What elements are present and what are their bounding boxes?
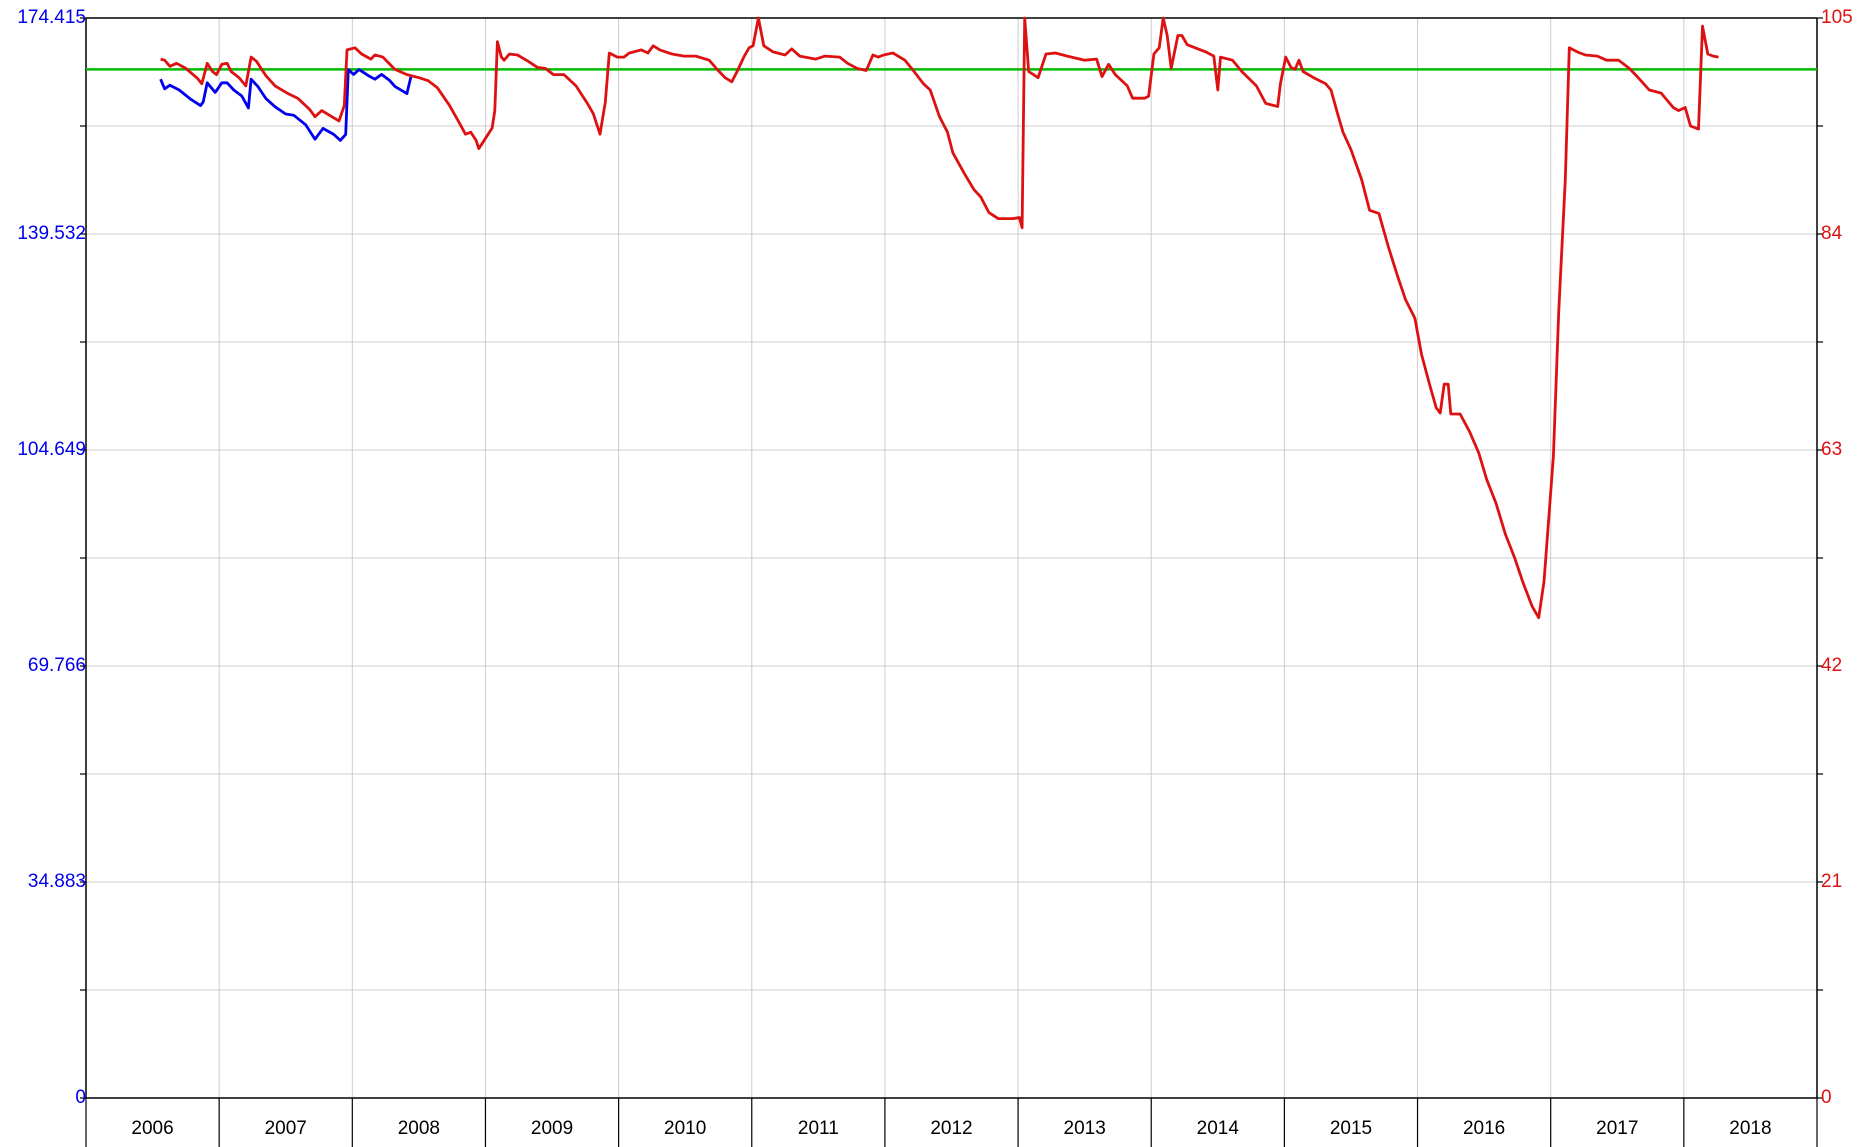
x-tick-label: 2016 <box>1463 1118 1505 1139</box>
y2-tick-label: 63 <box>1821 439 1842 460</box>
y2-tick-label: 84 <box>1821 223 1843 244</box>
y2-tick-label: 42 <box>1821 655 1842 676</box>
x-tick-label: 2012 <box>930 1118 972 1139</box>
y-tick-label: 0 <box>75 1087 86 1108</box>
x-tick-label: 2017 <box>1596 1118 1638 1139</box>
x-tick-label: 2013 <box>1064 1118 1106 1139</box>
y2-tick-label: 0 <box>1821 1087 1832 1108</box>
x-tick-label: 2018 <box>1729 1118 1771 1139</box>
y2-tick-label: 105 <box>1821 7 1853 28</box>
y-tick-label: 34.883 <box>28 871 86 892</box>
series-line <box>159 68 413 142</box>
y-tick-label: 104.649 <box>17 439 86 460</box>
x-tick-label: 2008 <box>398 1118 440 1139</box>
x-tick-label: 2014 <box>1197 1118 1240 1139</box>
x-tick-label: 2007 <box>265 1118 307 1139</box>
y-tick-label: 139.532 <box>17 223 86 244</box>
y-tick-label: 69.766 <box>28 655 86 676</box>
x-tick-label: 2009 <box>531 1118 573 1139</box>
x-tick-label: 2010 <box>664 1118 706 1139</box>
x-tick-label: 2015 <box>1330 1118 1372 1139</box>
series-line <box>160 16 1719 620</box>
x-tick-label: 2006 <box>131 1118 173 1139</box>
x-tick-label: 2011 <box>798 1118 839 1139</box>
y-tick-label: 174.415 <box>17 7 86 28</box>
y2-tick-label: 21 <box>1821 871 1842 892</box>
